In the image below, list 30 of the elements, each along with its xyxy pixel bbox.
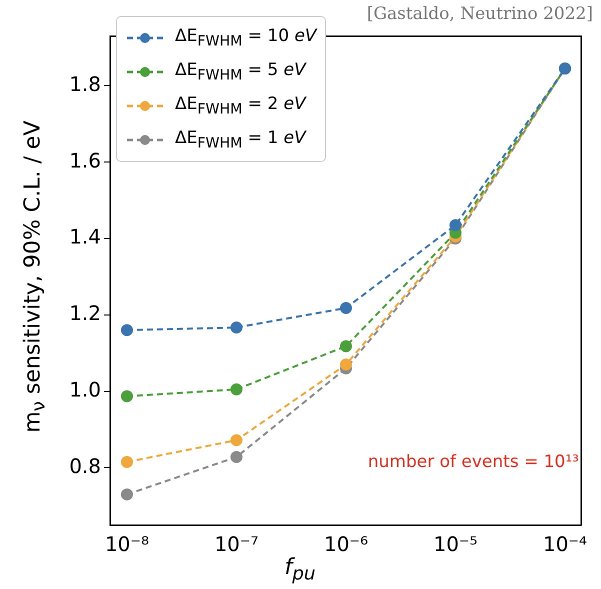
x-tick-label: 10⁻⁵ xyxy=(433,532,478,556)
y-tick-label: 1.8 xyxy=(69,72,101,96)
legend-label: ΔE$_{FWHM}$ = 1 eV xyxy=(175,128,306,152)
x-tick-label: 10⁻⁴ xyxy=(542,532,588,556)
x-tick-label: 10⁻⁸ xyxy=(104,532,149,556)
point xyxy=(120,456,133,468)
legend-label: ΔE$_{FWHM}$ = 5 eV xyxy=(175,60,306,84)
point xyxy=(120,390,133,402)
point xyxy=(340,358,352,371)
y-tick-label: 1.6 xyxy=(69,148,101,172)
x-tick-label: 10⁻⁷ xyxy=(214,532,258,556)
legend-label: ΔE$_{FWHM}$ = 10 eV xyxy=(175,26,317,50)
y-tick-label: 1.4 xyxy=(69,224,101,249)
x-tick-label: 10⁻⁶ xyxy=(324,532,368,556)
point xyxy=(340,302,352,314)
annotation: number of events = 10¹³ xyxy=(368,452,579,472)
y-tick-label: 1.0 xyxy=(69,377,101,402)
point xyxy=(449,219,462,232)
point xyxy=(230,321,242,334)
point xyxy=(230,383,242,396)
x-axis-title: f$_{pu}$ xyxy=(284,555,316,584)
point xyxy=(120,324,133,336)
point xyxy=(230,434,242,446)
y-tick-label: 1.2 xyxy=(69,301,101,326)
y-tick-label: 0.8 xyxy=(69,454,101,478)
legend-label: ΔE$_{FWHM}$ = 2 eV xyxy=(175,94,306,118)
point xyxy=(230,451,242,463)
point xyxy=(120,488,133,500)
point xyxy=(340,340,352,352)
text: [Gastaldo, Neutrino 2022] xyxy=(366,4,593,24)
